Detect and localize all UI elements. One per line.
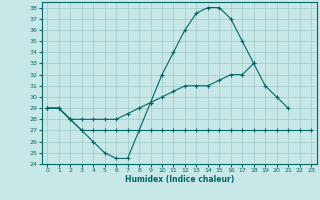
X-axis label: Humidex (Indice chaleur): Humidex (Indice chaleur) [124,175,234,184]
